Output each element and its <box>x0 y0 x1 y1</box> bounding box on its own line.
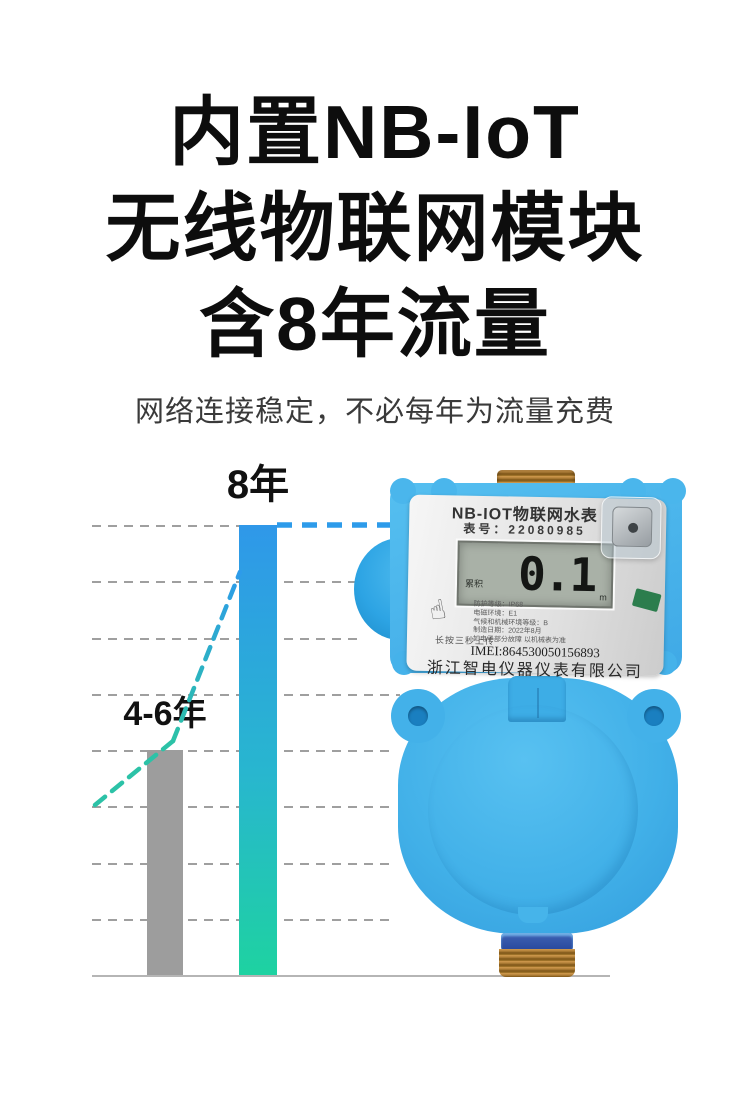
sensor-hole <box>628 522 639 533</box>
bar-label: 8年 <box>226 463 290 507</box>
lcd-unit: m <box>599 592 607 603</box>
headline: 内置NB-IoT 无线物联网模块 含8年流量 <box>0 84 750 372</box>
meter-round-cap <box>428 705 638 915</box>
meter-corner-bump <box>660 478 686 504</box>
subtitle: 网络连接稳定，不必每年为流量充费 <box>134 396 615 428</box>
manufacturer-name: 浙江智电仪器仪表有限公司 <box>426 659 644 682</box>
sensor-button <box>611 506 653 548</box>
bar-label: 4-6年 <box>123 695 207 733</box>
meter-bottom-fitting <box>499 949 575 977</box>
water-meter-product: NB-IOT物联网水表 表号：22080985 累积 0.1 m ☝ 长按三秒上… <box>352 455 686 980</box>
gridline <box>92 637 358 640</box>
lcd-cumulative-label: 累积 <box>464 578 484 589</box>
bar-8年 <box>239 525 277 975</box>
gridline <box>92 525 242 527</box>
meter-spec-list: 防护等级：IP68 电磁环境：E1 气候和机械环境等级：B 制造日期：2022年8月如… <box>473 601 624 648</box>
pcb-strip <box>631 588 662 613</box>
meter-faceplate: NB-IOT物联网水表 表号：22080985 累积 0.1 m ☝ 长按三秒上… <box>406 494 667 681</box>
trend-dashed-line <box>92 522 400 808</box>
trend-segment-high <box>170 569 243 744</box>
bar-4-6年 <box>147 750 183 975</box>
gridline <box>92 581 358 584</box>
meter-lcd: 累积 0.1 m <box>456 540 614 609</box>
headline-line-1: 内置NB-IoT <box>169 90 581 174</box>
trend-segment-low <box>92 738 176 808</box>
meter-sensor-module <box>600 496 662 560</box>
chart-baseline <box>92 975 610 977</box>
press-hand-icon: ☝ <box>426 593 449 628</box>
meter-hinge <box>508 676 566 722</box>
headline-line-2: 无线物联网模块 <box>105 186 645 270</box>
meter-bottom-collar <box>501 933 573 951</box>
headline-line-3: 含8年流量 <box>199 282 551 366</box>
bar-chart: 4-6年 8年 <box>90 463 650 975</box>
meter-ear-hole-left <box>408 706 428 726</box>
meter-ear-hole-right <box>644 706 664 726</box>
lcd-reading: 0.1 <box>517 546 596 603</box>
meter-cap-tab <box>518 907 548 923</box>
